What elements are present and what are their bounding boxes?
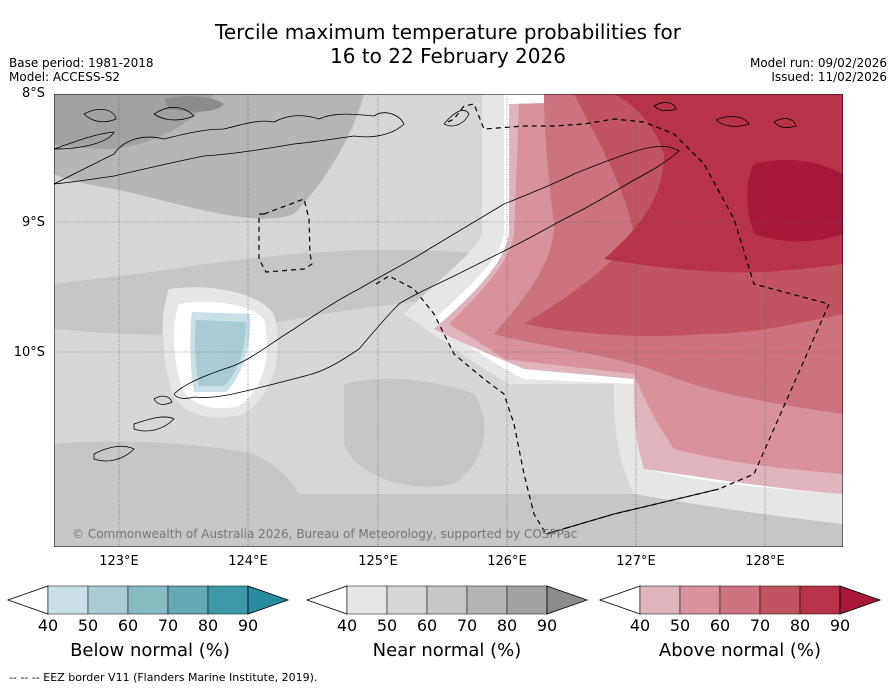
footer-eez-note: -- -- -- EEZ border V11 (Flanders Marine… — [9, 671, 318, 684]
meta-right: Model run: 09/02/2026 Issued: 11/02/2026 — [750, 56, 887, 84]
above-normal-bin-50 — [679, 585, 721, 615]
near-normal-tick-90: 90 — [537, 616, 557, 633]
near-normal-bin-60 — [426, 585, 468, 615]
below-normal-tick-80: 80 — [198, 616, 218, 633]
below-normal-tick-60: 60 — [118, 616, 138, 633]
near-normal-tick-50: 50 — [377, 616, 397, 633]
near-normal-extend-low — [305, 585, 348, 615]
lat-label-9s: 9°S — [21, 215, 45, 230]
near-normal-tick-40: 40 — [337, 616, 357, 633]
lon-label-127e: 127°E — [616, 554, 656, 569]
meta-left: Base period: 1981-2018 Model: ACCESS-S2 — [9, 56, 154, 84]
near-normal-colorbar: 40 50 60 70 80 90 — [305, 585, 589, 633]
coastlines — [54, 102, 797, 462]
above-normal-tick-70: 70 — [750, 616, 770, 633]
lon-label-125e: 125°E — [358, 554, 398, 569]
near-normal-tick-70: 70 — [457, 616, 477, 633]
above-normal-tick-40: 40 — [630, 616, 650, 633]
below-normal-tick-40: 40 — [38, 616, 58, 633]
lat-label-8s: 8°S — [21, 86, 45, 101]
below-normal-tick-90: 90 — [238, 616, 258, 633]
near-normal-bin-70 — [466, 585, 508, 615]
above-normal-tick-50: 50 — [670, 616, 690, 633]
probability-map: © Commonwealth of Australia 2026, Bureau… — [54, 94, 843, 547]
above-normal-extend-low — [598, 585, 641, 615]
above-normal-bin-40 — [639, 585, 681, 615]
lat-label-10s: 10°S — [13, 345, 45, 360]
above-normal-extend-high — [839, 585, 882, 615]
below-normal-extend-high — [247, 585, 290, 615]
lon-label-128e: 128°E — [745, 554, 785, 569]
above-normal-tick-80: 80 — [790, 616, 810, 633]
below-normal-extend-low — [6, 585, 49, 615]
near-normal-bin-50 — [386, 585, 428, 615]
near-normal-title: Near normal (%) — [372, 640, 522, 661]
near-normal-bin-80 — [506, 585, 548, 615]
title-line-1: Tercile maximum temperature probabilitie… — [215, 20, 681, 44]
below-normal-bin-80 — [207, 585, 249, 615]
below-normal-bin-60 — [127, 585, 169, 615]
below-normal-50-area — [195, 320, 246, 386]
near-normal-tick-80: 80 — [497, 616, 517, 633]
below-normal-bin-50 — [87, 585, 129, 615]
above-normal-bin-70 — [759, 585, 801, 615]
below-normal-bin-40 — [47, 585, 89, 615]
above-normal-bin-80 — [799, 585, 841, 615]
near-normal-tick-60: 60 — [417, 616, 437, 633]
near-normal-sw — [54, 441, 307, 547]
above-normal-colorbar: 40 50 60 70 80 90 — [598, 585, 882, 633]
lon-label-124e: 124°E — [228, 554, 268, 569]
near-normal-bin-40 — [346, 585, 388, 615]
above-normal-tick-60: 60 — [710, 616, 730, 633]
eez-solid-segment — [545, 488, 720, 535]
above-normal-bin-60 — [719, 585, 761, 615]
lon-label-123e: 123°E — [99, 554, 139, 569]
model-name: Model: ACCESS-S2 — [9, 70, 121, 84]
gridlines — [54, 94, 843, 547]
below-normal-bin-70 — [167, 585, 209, 615]
near-normal-60-band — [54, 249, 484, 335]
lon-label-126e: 126°E — [487, 554, 527, 569]
above-normal-tick-90: 90 — [830, 616, 850, 633]
colorbars: 40 50 60 70 80 90 40 50 60 70 80 90 40 50 60 70 80 90 — [6, 585, 882, 633]
above-normal-title: Above normal (%) — [658, 640, 822, 661]
near-normal-extend-high — [546, 585, 589, 615]
near-normal-60-south — [344, 378, 485, 487]
base-period: Base period: 1981-2018 — [9, 56, 154, 70]
model-run: Model run: 09/02/2026 — [749, 56, 887, 70]
below-normal-tick-50: 50 — [78, 616, 98, 633]
copyright-text: © Commonwealth of Australia 2026, Bureau… — [72, 527, 577, 541]
eez-border — [258, 103, 830, 535]
below-normal-title: Below normal (%) — [70, 640, 230, 661]
title-line-2: 16 to 22 February 2026 — [330, 44, 566, 68]
below-normal-colorbar: 40 50 60 70 80 90 — [6, 585, 290, 633]
issued-date: Issued: 11/02/2026 — [771, 70, 887, 84]
below-normal-tick-70: 70 — [158, 616, 178, 633]
above-normal-90-area — [747, 159, 843, 242]
